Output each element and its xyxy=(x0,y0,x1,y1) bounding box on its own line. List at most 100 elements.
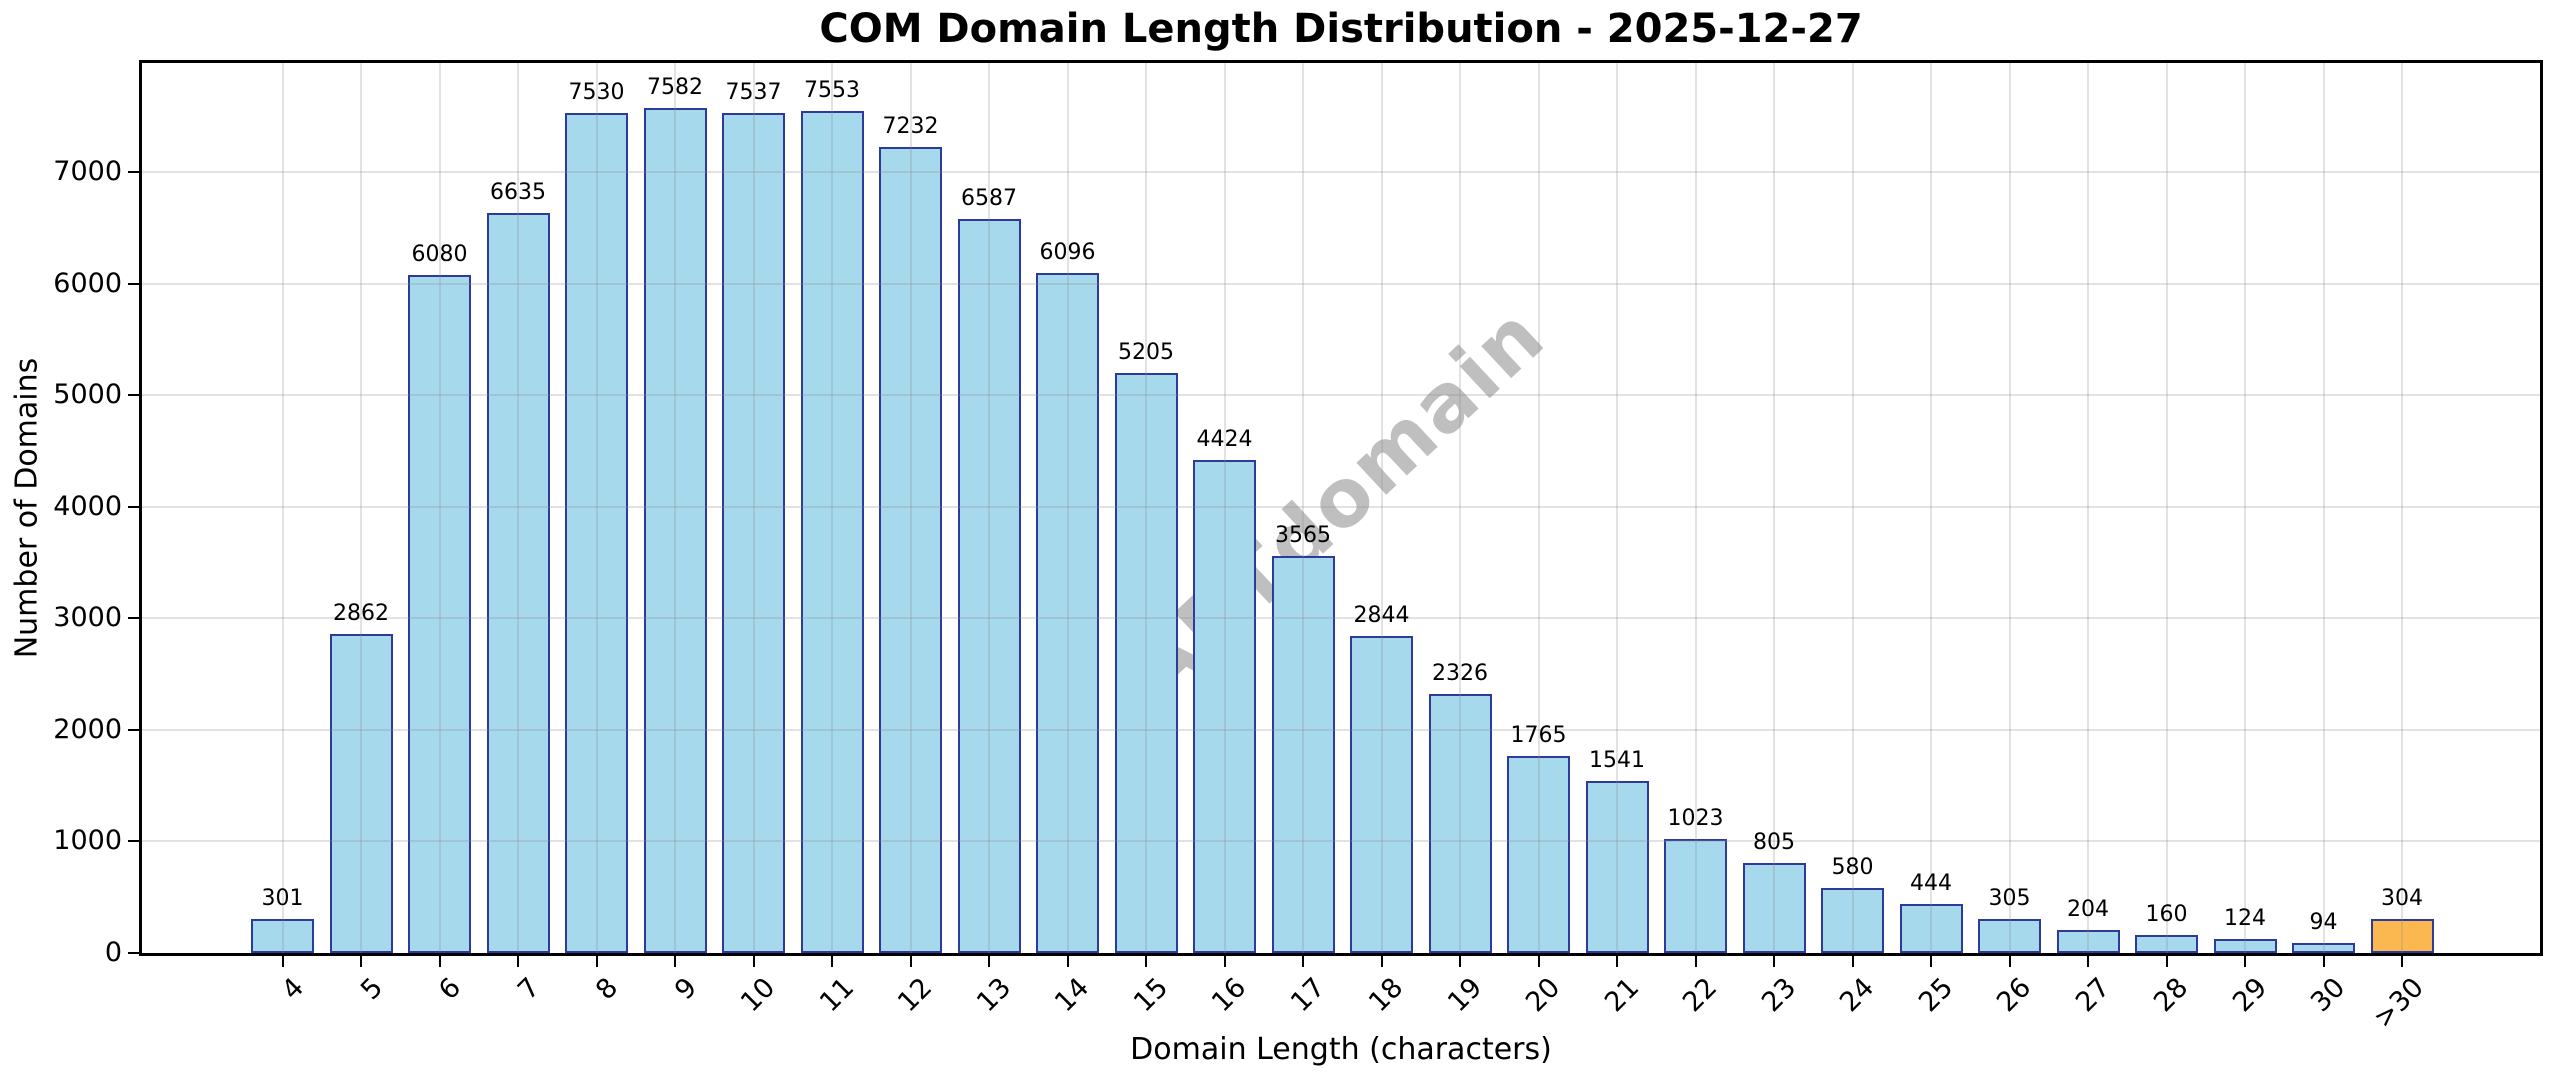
x-axis-title: Domain Length (characters) xyxy=(1130,1032,1552,1067)
bar-value-label: 301 xyxy=(261,886,304,912)
x-tick-label-text: 27 xyxy=(2069,972,2116,1019)
x-tick xyxy=(1773,956,1775,967)
x-gridline xyxy=(2165,63,2168,953)
x-tick xyxy=(1145,956,1147,967)
x-tick-label-text: 5 xyxy=(354,972,389,1007)
y-tick-label: 3000 xyxy=(53,602,122,634)
x-tick-label-text: 29 xyxy=(2226,972,2273,1019)
bar xyxy=(1742,863,1806,953)
bar-value-label: 6080 xyxy=(411,242,468,268)
x-tick xyxy=(438,956,441,967)
x-gridline xyxy=(988,63,990,953)
x-tick-label-text: 23 xyxy=(1755,972,1802,1019)
bar xyxy=(2370,919,2434,953)
x-gridline xyxy=(1537,63,1540,953)
x-gridline xyxy=(752,63,755,953)
x-gridline xyxy=(360,63,362,953)
bar xyxy=(1978,919,2041,953)
bar xyxy=(643,107,707,953)
bar xyxy=(251,919,314,953)
y-tick-label: 0 xyxy=(104,937,122,968)
bar xyxy=(1664,838,1727,953)
bar xyxy=(1821,888,1884,953)
x-tick-label-text: 12 xyxy=(892,972,939,1019)
x-tick xyxy=(1380,956,1383,967)
x-tick xyxy=(2401,956,2403,967)
bar-value-label: 805 xyxy=(1753,830,1795,856)
y-tick xyxy=(128,282,139,285)
x-tick xyxy=(1851,956,1854,967)
x-tick-label-text: 16 xyxy=(1206,972,1253,1019)
x-gridline xyxy=(2008,63,2011,953)
x-gridline xyxy=(281,63,284,953)
x-gridline xyxy=(1851,63,1854,953)
bar xyxy=(565,113,628,953)
bar-value-label: 304 xyxy=(2381,886,2423,912)
x-gridline xyxy=(2087,63,2089,953)
x-tick-label-text: 22 xyxy=(1677,972,1724,1019)
bar xyxy=(800,110,864,953)
x-tick-label-text: 10 xyxy=(735,972,782,1019)
x-tick xyxy=(1302,956,1304,967)
y-gridline xyxy=(142,282,2540,285)
bar xyxy=(1036,273,1099,953)
x-tick-label-text: 9 xyxy=(668,972,703,1007)
x-tick-label-text: 6 xyxy=(433,972,468,1007)
x-tick-label-text: 4 xyxy=(276,972,311,1007)
x-tick xyxy=(2322,956,2325,967)
y-gridline xyxy=(142,728,2540,731)
y-tick xyxy=(128,394,139,397)
x-gridline xyxy=(438,63,441,953)
plot-area: 301 2862 6080 6635 7530 7582 7537 7553 7232 6587 6… xyxy=(139,60,2543,956)
y-tick-label: 6000 xyxy=(53,267,122,299)
chart-title: COM Domain Length Distribution - 2025-12… xyxy=(819,6,1863,52)
y-tick-label: 4000 xyxy=(53,490,122,522)
y-tick xyxy=(128,728,139,731)
x-tick-label-text: 28 xyxy=(2148,972,2195,1019)
bar xyxy=(486,213,550,953)
x-tick xyxy=(281,956,284,967)
x-gridline xyxy=(1066,63,1069,953)
x-tick xyxy=(831,956,833,967)
y-tick xyxy=(128,952,139,954)
bar xyxy=(2135,935,2198,953)
x-gridline xyxy=(2322,63,2325,953)
x-gridline xyxy=(674,63,676,953)
bar xyxy=(2292,942,2355,953)
bar xyxy=(1585,781,1649,953)
bar-value-label: 7232 xyxy=(882,113,939,139)
x-tick-label-text: 21 xyxy=(1598,972,1645,1019)
bar xyxy=(329,633,393,953)
x-gridline xyxy=(1930,63,1932,953)
x-tick-label-text: 18 xyxy=(1363,972,1410,1019)
x-tick-label-text: 26 xyxy=(1991,972,2038,1019)
bar xyxy=(1271,555,1335,953)
bar xyxy=(957,218,1021,953)
x-tick-label-text: 17 xyxy=(1284,972,1331,1019)
x-gridline xyxy=(517,63,519,953)
bar-value-label: 1765 xyxy=(1510,723,1567,749)
bar-value-label: 7530 xyxy=(568,80,625,106)
y-tick xyxy=(128,840,139,843)
bar-value-label: 7537 xyxy=(725,79,782,105)
bar-value-label: 5205 xyxy=(1118,339,1174,365)
x-gridline xyxy=(2401,63,2403,953)
x-tick xyxy=(2165,956,2168,967)
y-gridline xyxy=(142,394,2540,397)
x-tick-label-text: 7 xyxy=(511,972,546,1007)
x-gridline xyxy=(1223,63,1226,953)
y-gridline xyxy=(142,505,2540,508)
x-tick-label-text: 8 xyxy=(590,972,625,1007)
bar xyxy=(408,275,471,953)
x-tick xyxy=(2008,956,2011,967)
bar xyxy=(1507,756,1570,953)
bar-value-label: 2844 xyxy=(1353,602,1410,628)
x-tick xyxy=(1537,956,1540,967)
y-gridline xyxy=(142,617,2540,620)
x-tick xyxy=(1223,956,1226,967)
x-tick xyxy=(674,956,676,967)
x-tick-label-text: 19 xyxy=(1441,972,1488,1019)
x-gridline xyxy=(1380,63,1383,953)
bar-value-label: 6096 xyxy=(1039,240,1096,266)
bar-value-label: 444 xyxy=(1910,870,1952,896)
